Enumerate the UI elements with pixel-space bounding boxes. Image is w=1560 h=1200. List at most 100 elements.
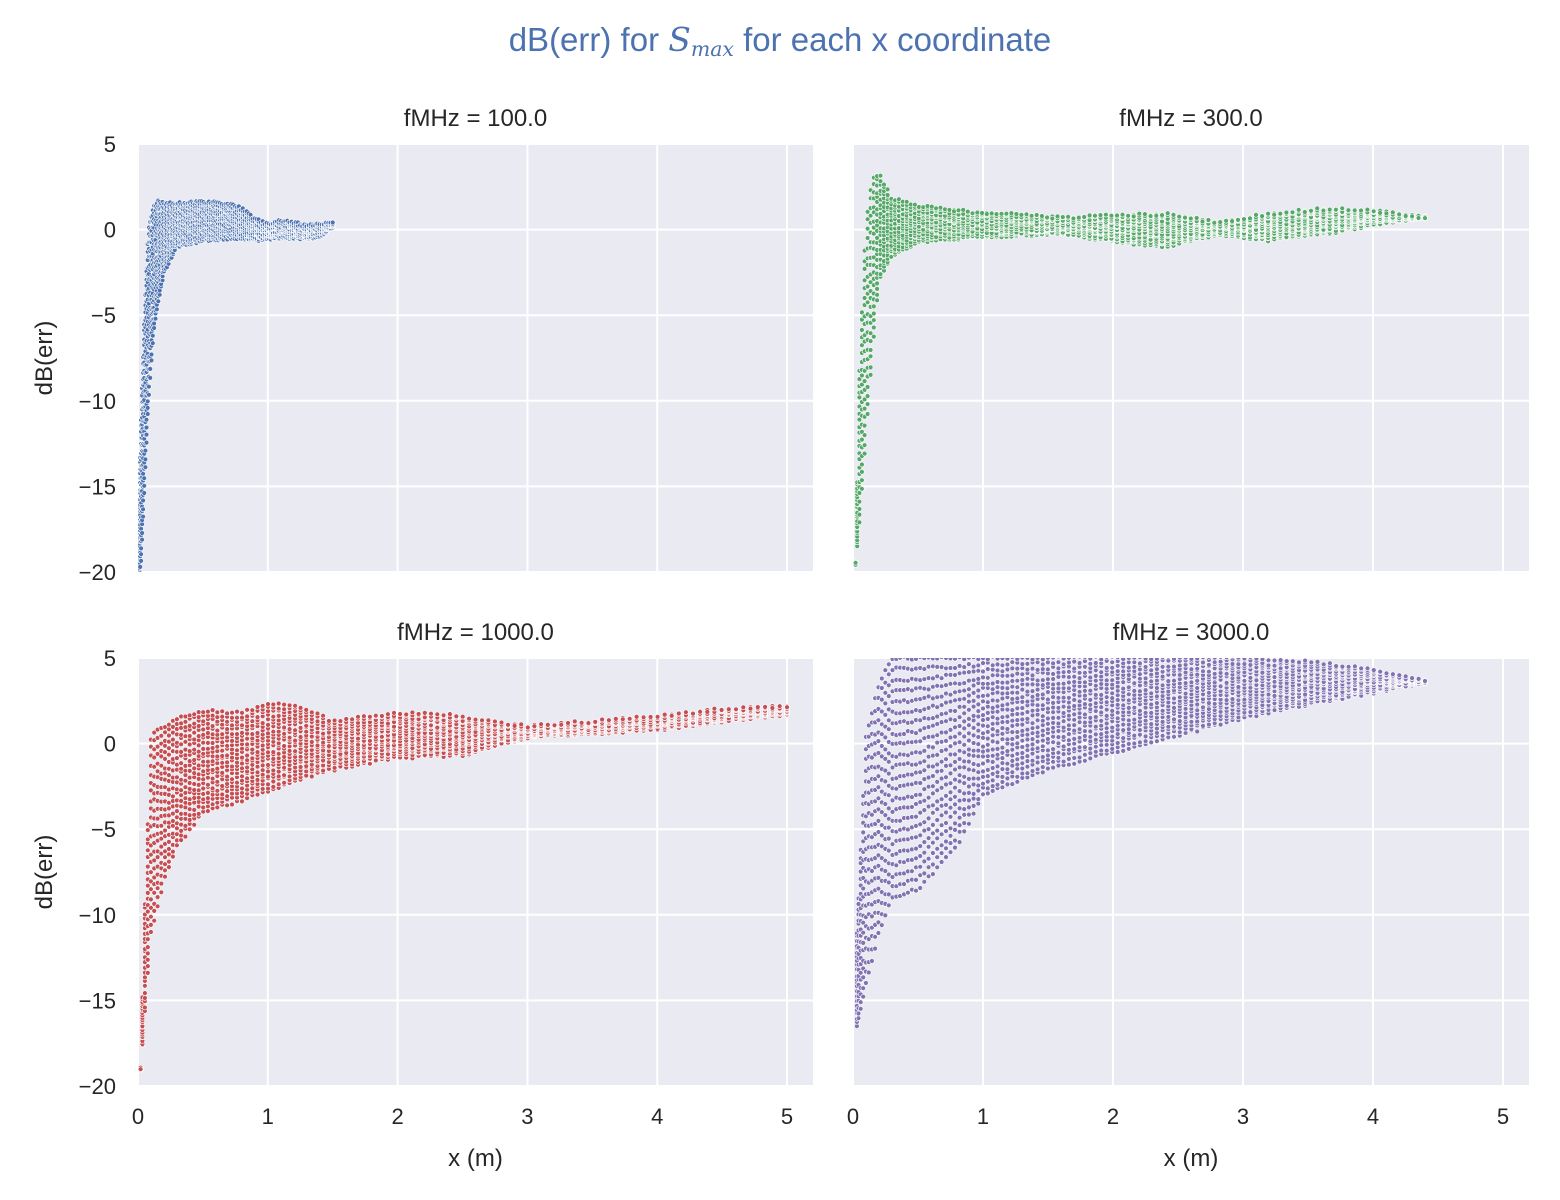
scatter-point: [859, 381, 865, 388]
y-tick-label: −5: [91, 303, 116, 328]
scatter-point: [951, 208, 957, 215]
scatter-point: [859, 469, 865, 475]
scatter-point: [147, 366, 153, 372]
scatter-point: [1295, 207, 1302, 213]
scatter-point: [864, 299, 871, 305]
scatter-point: [1018, 212, 1025, 218]
figure-title-suffix: for each x coordinate: [733, 21, 1052, 58]
scatter-point: [933, 205, 939, 212]
y-tick-label: −20: [79, 560, 116, 585]
scatter-point: [330, 219, 336, 226]
figure-title: dB(err) for Smax for each x coordinate: [0, 20, 1560, 61]
scatter-point: [1241, 216, 1247, 222]
scatter-point: [874, 280, 880, 287]
scatter-point: [1130, 213, 1137, 220]
scatter-point: [138, 545, 144, 552]
scatter-point: [1199, 218, 1206, 225]
scatter-point: [974, 209, 980, 216]
y-tick-label: 0: [104, 218, 116, 243]
scatter-point: [1283, 209, 1290, 216]
scatter-point: [1176, 214, 1182, 220]
scatter-point: [856, 506, 863, 512]
scatter-point: [1253, 212, 1259, 218]
scatter-point: [871, 310, 877, 317]
scatter-point: [1028, 213, 1035, 219]
scatter-point: [856, 416, 863, 423]
scatter-point: [1235, 217, 1241, 223]
scatter-point: [152, 316, 159, 322]
scatter-point: [864, 283, 871, 290]
scatter-point: [874, 292, 880, 298]
scatter-point: [1044, 214, 1050, 221]
scatter-point: [1070, 215, 1077, 222]
scatter-point: [1277, 211, 1284, 217]
scatter-point: [1289, 209, 1296, 216]
scatter-point: [937, 205, 944, 211]
scatter-point: [864, 393, 871, 399]
scatter-series: [138, 197, 336, 572]
scatter-point: [1119, 212, 1126, 218]
scatter-point: [867, 364, 874, 371]
scatter-point: [1358, 207, 1364, 214]
scatter-point: [1333, 207, 1339, 213]
scatter-point: [1308, 208, 1314, 214]
scatter-point: [138, 570, 143, 572]
scatter-point: [138, 558, 144, 564]
scatter-point: [138, 564, 143, 570]
scatter-point: [1147, 213, 1154, 219]
scatter-point: [871, 303, 877, 310]
scatter-point: [861, 405, 868, 412]
scatter-point: [912, 202, 918, 208]
scatter-point: [884, 192, 891, 198]
scatter-point: [1039, 213, 1045, 219]
scatter-point: [864, 411, 871, 417]
scatter-point: [1159, 212, 1165, 218]
scatter-point: [988, 210, 995, 217]
y-tick-label: −15: [79, 474, 116, 499]
panel-2: fMHz = 300.0: [852, 105, 1529, 573]
scatter-point: [877, 211, 884, 217]
scatter-point: [859, 436, 865, 443]
scatter-point: [145, 411, 151, 417]
scatter-point: [154, 306, 160, 312]
scatter-point: [146, 384, 152, 390]
scatter-point: [1193, 215, 1200, 221]
scatter-point: [150, 333, 156, 339]
scatter-point: [856, 511, 863, 518]
scatter-point: [148, 357, 155, 364]
scatter-point: [1364, 206, 1371, 213]
scatter-point: [140, 506, 146, 512]
scatter-point: [871, 317, 877, 323]
scatter-point: [859, 309, 865, 316]
figure-title-prefix: dB(err) for: [508, 21, 669, 58]
scatter-point: [861, 442, 868, 448]
scatter-point: [142, 464, 149, 470]
scatter-point: [143, 431, 150, 438]
scatter-point: [1370, 208, 1377, 215]
scatter-point: [903, 199, 910, 205]
scatter-point: [960, 207, 966, 213]
scatter-point: [1211, 220, 1218, 226]
scatter-point: [140, 497, 146, 504]
scatter-point: [1049, 215, 1056, 222]
scatter-point: [984, 211, 990, 217]
scatter-point: [877, 178, 884, 184]
scatter-point: [877, 173, 884, 179]
scatter-point: [141, 490, 147, 496]
scatter-point: [946, 207, 953, 213]
panel-title: fMHz = 100.0: [404, 105, 547, 132]
scatter-point: [859, 372, 865, 379]
scatter-point: [874, 286, 880, 292]
scatter-point: [867, 353, 874, 359]
scatter-point: [1097, 212, 1104, 218]
scatter-point: [1188, 215, 1194, 222]
scatter-point: [1054, 213, 1061, 220]
scatter-point: [884, 186, 891, 193]
scatter-point: [1265, 211, 1271, 217]
figure-title-math-subscript: max: [690, 37, 734, 62]
scatter-point: [151, 325, 157, 331]
scatter-point: [969, 210, 976, 217]
scatter-point: [1271, 212, 1277, 218]
scatter-point: [856, 376, 863, 382]
scatter-point: [955, 207, 962, 214]
